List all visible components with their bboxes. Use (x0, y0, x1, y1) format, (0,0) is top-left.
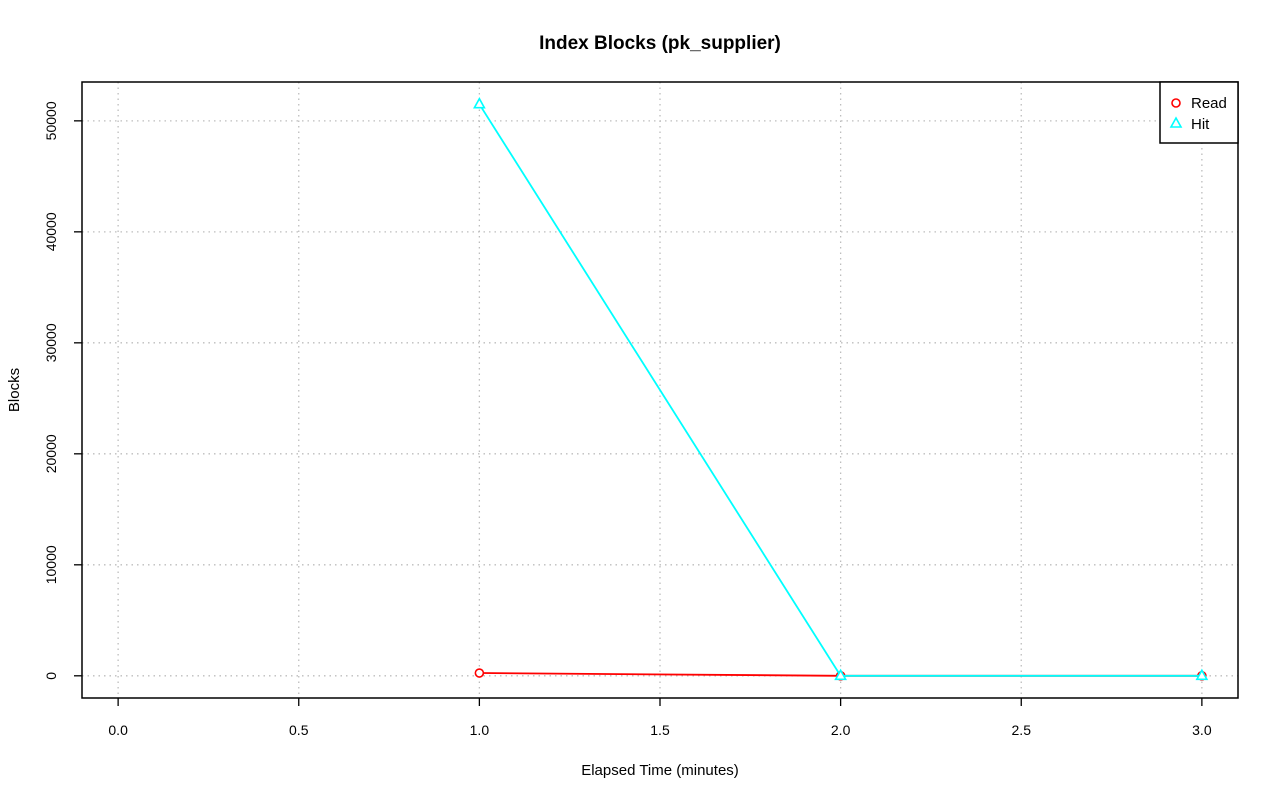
x-axis: 0.0 0.5 1.0 1.5 2.0 2.5 3.0 (108, 698, 1212, 738)
legend-hit-label: Hit (1191, 116, 1210, 133)
y-tick-label: 10000 (43, 545, 59, 584)
y-axis-label: Blocks (6, 368, 23, 412)
plot-frame (81, 81, 1239, 699)
y-tick-label: 30000 (43, 323, 59, 362)
x-tick-label: 0.5 (289, 722, 309, 738)
x-tick-label: 2.5 (1012, 722, 1032, 738)
x-tick-label: 3.0 (1192, 722, 1212, 738)
x-tick-label: 2.0 (831, 722, 851, 738)
legend-box (1159, 81, 1239, 144)
data-point-hit (834, 668, 847, 681)
y-axis: 0 10000 20000 30000 40000 50000 (43, 101, 82, 680)
chart-title: Index Blocks (pk_supplier) (539, 33, 781, 54)
data-point-hit (1195, 668, 1209, 681)
legend-read-marker (1171, 98, 1181, 108)
y-tick-label: 40000 (43, 212, 59, 251)
x-tick-label: 1.0 (470, 722, 490, 738)
x-tick-label: 0.0 (108, 722, 128, 738)
legend: Read Hit (1159, 81, 1239, 144)
x-axis-label: Elapsed Time (minutes) (581, 762, 739, 779)
legend-read-label: Read (1191, 95, 1227, 112)
y-tick-label: 20000 (43, 434, 59, 473)
x-tick-label: 1.5 (650, 722, 670, 738)
y-tick-label: 0 (43, 672, 59, 680)
legend-hit-marker (1169, 116, 1183, 128)
series-layer (473, 97, 1209, 681)
data-point-hit (473, 97, 486, 109)
data-point-read (474, 668, 485, 678)
y-tick-label: 50000 (43, 101, 59, 140)
